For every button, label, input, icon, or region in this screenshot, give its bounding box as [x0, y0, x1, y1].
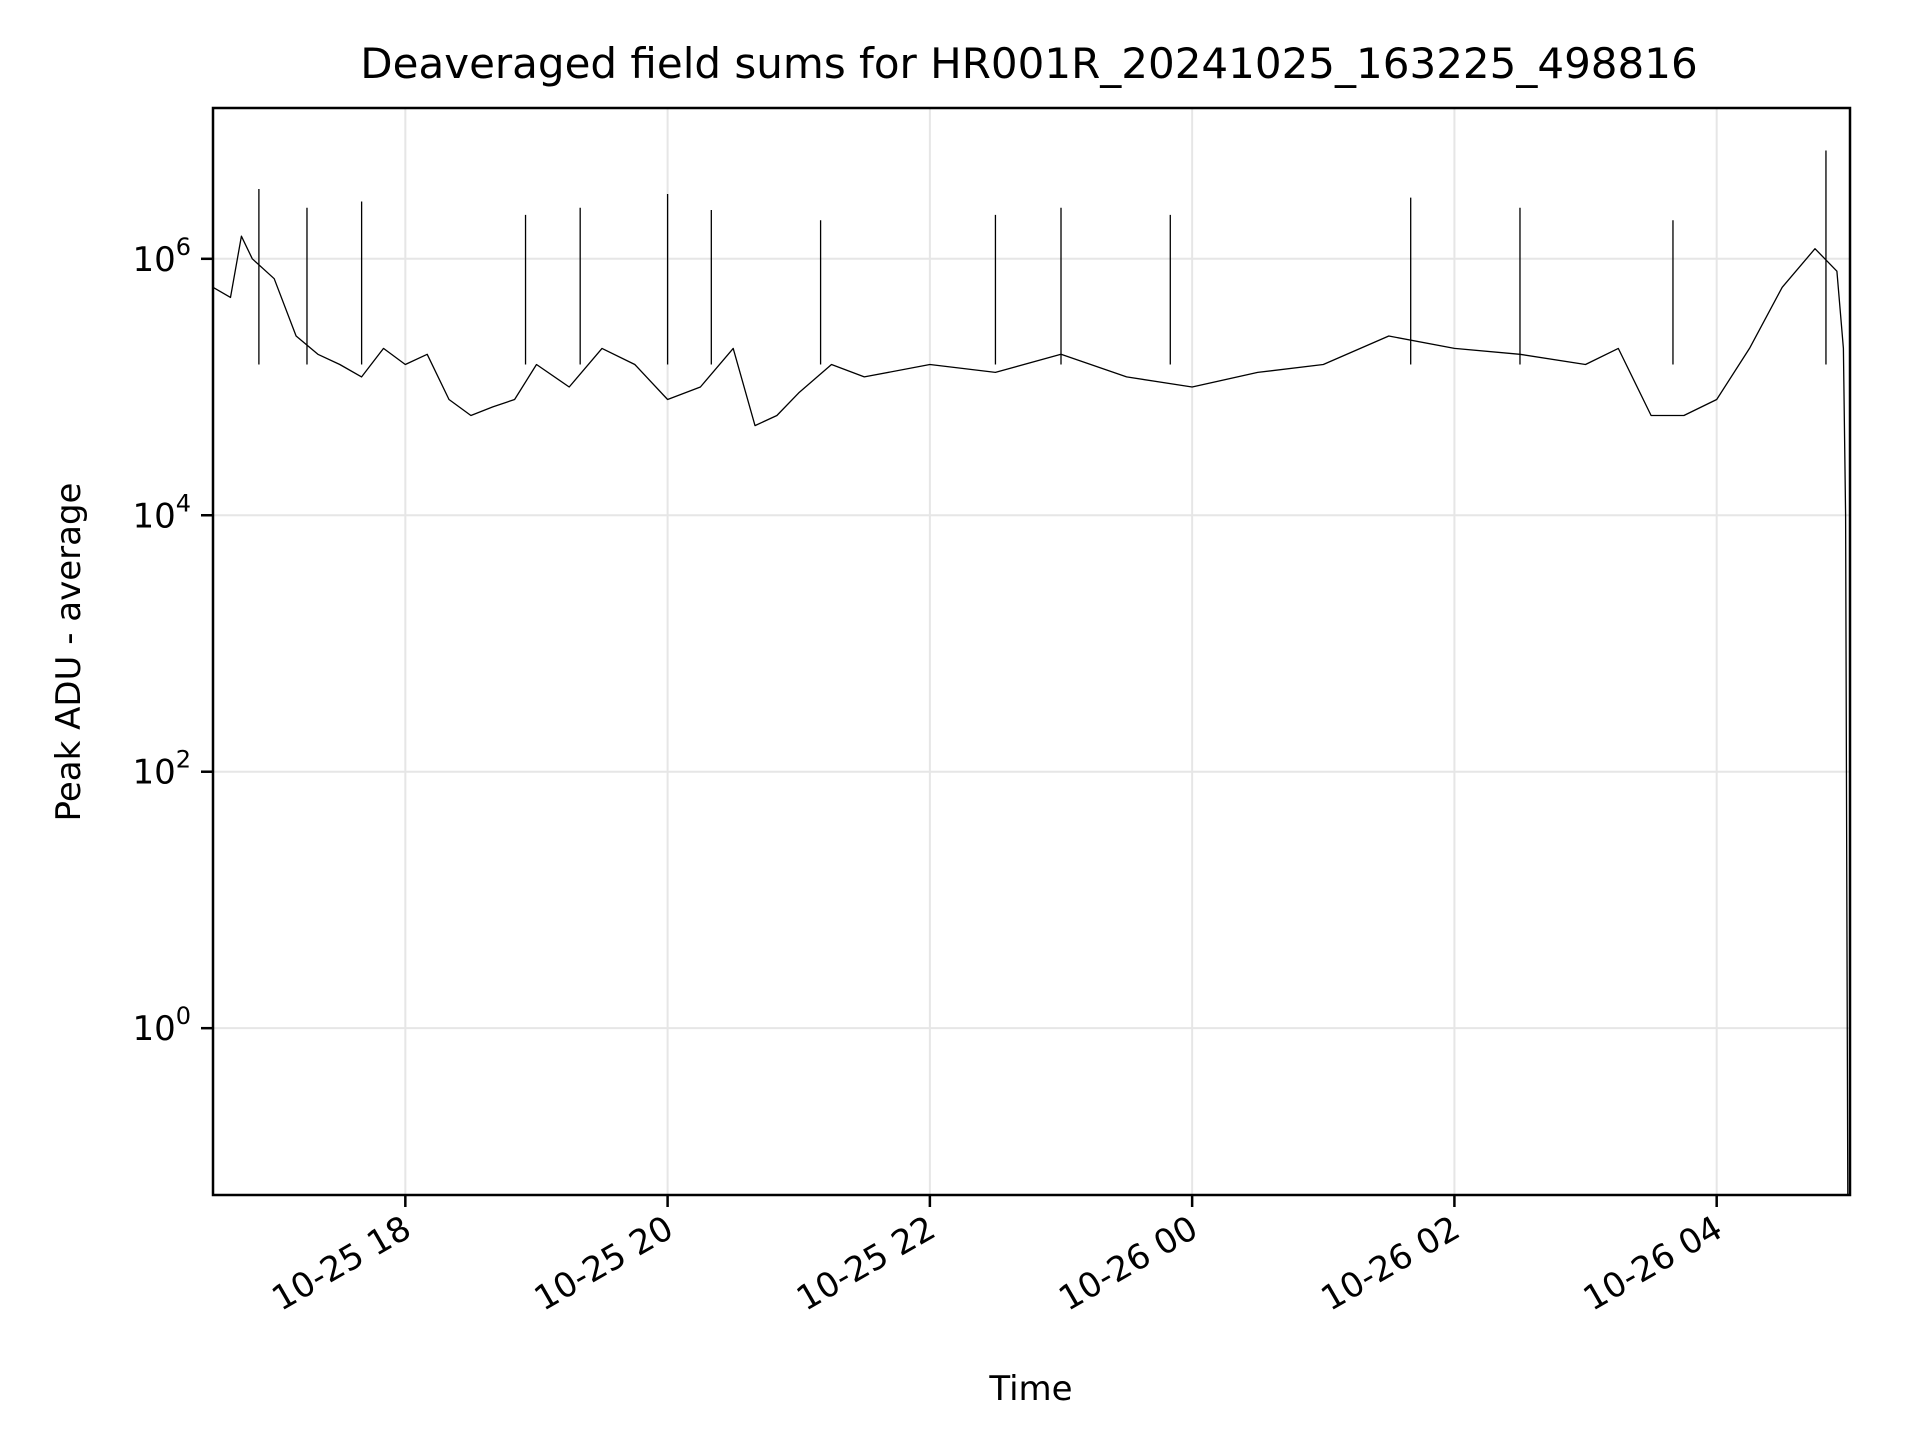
x-tick-label: 10-26 00 [1052, 1208, 1204, 1319]
y-tick-label: 106 [132, 233, 191, 280]
y-tick-label: 102 [132, 746, 191, 793]
y-tick-base: 10 [132, 240, 175, 280]
x-axis-label: Time [988, 1369, 1072, 1409]
y-tick-exponent: 2 [176, 746, 191, 774]
y-tick-label: 100 [132, 1002, 191, 1049]
x-tick-label: 10-25 20 [528, 1208, 680, 1319]
y-axis-label: Peak ADU - average [49, 483, 89, 822]
y-tick-base: 10 [132, 1009, 175, 1049]
x-axis: 10-25 18 10-25 20 10-25 22 10-26 00 10-26 02… [265, 1195, 1729, 1319]
y-tick-exponent: 4 [176, 489, 191, 517]
y-tick-base: 10 [132, 753, 175, 793]
x-tick-label: 10-25 18 [265, 1208, 417, 1319]
x-tick-label: 10-26 04 [1577, 1208, 1729, 1319]
plot-frame [211, 106, 1852, 1197]
x-tick-label: 10-26 02 [1315, 1208, 1467, 1319]
series-line [212, 235, 1849, 1196]
x-tick-label: 10-25 22 [790, 1208, 942, 1319]
chart-title: Deaveraged field sums for HR001R_2024102… [360, 39, 1697, 88]
grid [213, 108, 1850, 1195]
y-tick-base: 10 [132, 496, 175, 536]
y-tick-exponent: 6 [176, 233, 191, 261]
y-tick-exponent: 0 [176, 1002, 191, 1030]
series-layer [212, 150, 1849, 1196]
y-tick-label: 104 [132, 489, 191, 536]
